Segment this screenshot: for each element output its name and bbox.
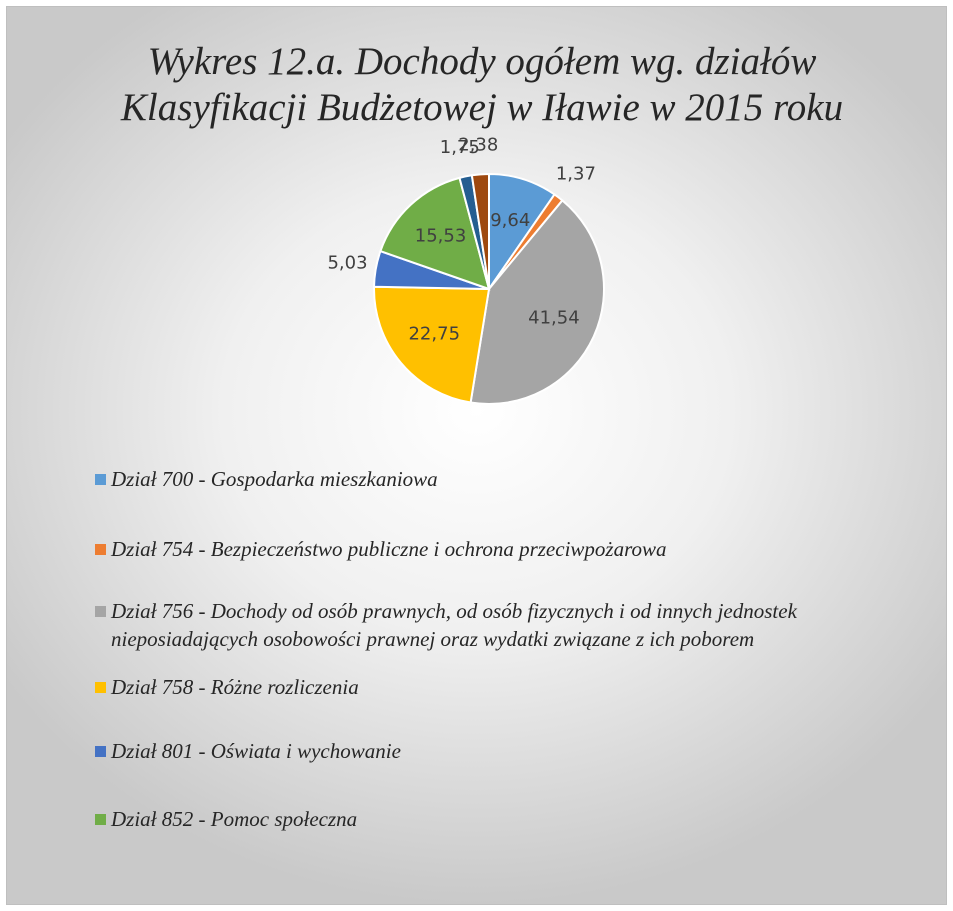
legend-label: Dział 852 - Pomoc społeczna xyxy=(111,807,358,831)
legend-swatch xyxy=(95,814,106,825)
legend-entry: Dział 754 - Bezpieczeństwo publiczne i o… xyxy=(91,535,941,563)
legend-label: Dział 756 - Dochody od osób prawnych, od… xyxy=(111,599,797,651)
data-label: 15,53 xyxy=(415,226,467,247)
legend-entry: Dział 852 - Pomoc społeczna xyxy=(91,805,941,833)
legend-swatch xyxy=(95,544,106,555)
data-label: 2,38 xyxy=(458,135,498,156)
pie-slice xyxy=(470,172,490,290)
data-label: 1,75 xyxy=(440,137,480,158)
legend-swatch xyxy=(95,682,106,693)
legend-label: Dział 700 - Gospodarka mieszkaniowa xyxy=(111,467,438,491)
legend-label: Dział 758 - Różne rozliczenia xyxy=(111,675,359,699)
pie-area: 9,64 1,37 41,54 22,75 5,03 15,53 1,752,38 xyxy=(327,135,605,405)
data-label: 9,64 xyxy=(490,210,530,231)
data-label: 22,75 xyxy=(408,324,460,345)
legend-label: Dział 754 - Bezpieczeństwo publiczne i o… xyxy=(111,537,667,561)
data-label: 5,03 xyxy=(327,253,367,274)
chart-title: Wykres 12.a. Dochody ogółem wg. działów … xyxy=(120,40,844,129)
legend-entry: Dział 758 - Różne rozliczenia xyxy=(91,673,941,701)
legend-swatch xyxy=(95,474,106,485)
legend-swatch xyxy=(95,606,106,617)
data-label: 1,37 xyxy=(556,163,596,184)
pie-slice xyxy=(379,176,491,291)
legend-swatch xyxy=(95,746,106,757)
pie-slice xyxy=(469,199,605,405)
pie-slice xyxy=(373,285,491,404)
chart: Wykres 12.a. Dochody ogółem wg. działów … xyxy=(6,6,947,905)
data-label: 41,54 xyxy=(528,307,580,328)
legend-entry: Dział 700 - Gospodarka mieszkaniowa xyxy=(91,465,941,493)
legend-entry: Dział 801 - Oświata i wychowanie xyxy=(91,737,941,765)
legend-label: Dział 801 - Oświata i wychowanie xyxy=(111,739,401,763)
legend-entry: Dział 756 - Dochody od osób prawnych, od… xyxy=(91,597,941,653)
